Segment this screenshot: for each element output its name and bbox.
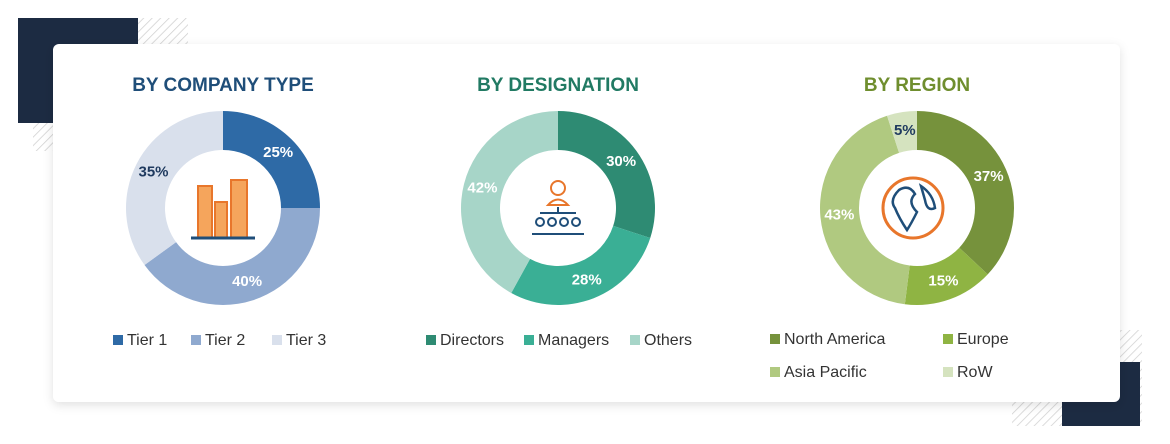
value-label: 42%: [467, 180, 497, 197]
legend-swatch: [426, 335, 436, 345]
donut-slice: [126, 111, 223, 266]
chart-title: BY DESIGNATION: [477, 75, 639, 96]
chart-title: BY REGION: [864, 75, 970, 96]
legend-label: Tier 3: [286, 332, 326, 349]
value-label: 37%: [974, 168, 1004, 185]
value-label: 5%: [894, 122, 916, 139]
legend-swatch: [943, 334, 953, 344]
legend-swatch: [770, 334, 780, 344]
donut-slice: [144, 208, 320, 305]
donut-slice: [558, 111, 655, 238]
legend-swatch: [113, 335, 123, 345]
value-label: 30%: [606, 153, 636, 170]
legend-swatch: [272, 335, 282, 345]
legend-swatch: [943, 367, 953, 377]
donut-slice: [917, 111, 1014, 275]
legend-swatch: [770, 367, 780, 377]
value-label: 25%: [263, 144, 293, 161]
donut-slice: [511, 225, 651, 305]
donut-slice: [904, 247, 988, 305]
legend-label: Managers: [538, 332, 609, 349]
legend-label: Asia Pacific: [784, 364, 867, 381]
donut-slice: [223, 111, 320, 208]
chart-title: BY COMPANY TYPE: [132, 75, 314, 96]
legend-label: Europe: [957, 331, 1009, 348]
legend-label: RoW: [957, 364, 993, 381]
value-label: 28%: [572, 271, 602, 288]
people-icon: [532, 180, 584, 235]
donut-slice: [887, 111, 917, 153]
legend-label: Tier 1: [127, 332, 167, 349]
legend-label: North America: [784, 331, 885, 348]
globe-icon: [881, 176, 945, 240]
legend-label: Directors: [440, 332, 504, 349]
legend-swatch: [524, 335, 534, 345]
legend-swatch: [191, 335, 201, 345]
decor-hatch: [138, 18, 188, 48]
value-label: 43%: [824, 206, 854, 223]
value-label: 15%: [928, 272, 958, 289]
legend-label: Tier 2: [205, 332, 245, 349]
value-label: 35%: [138, 164, 168, 181]
legend-label: Others: [644, 332, 692, 349]
building-icon: [191, 179, 255, 240]
value-label: 40%: [232, 273, 262, 290]
legend-swatch: [630, 335, 640, 345]
charts: BY COMPANY TYPE 25% 40% 35% Tier 1 Tier 2 Tier…: [113, 75, 1014, 381]
donut-slice: [820, 115, 910, 305]
donut-slice: [461, 111, 558, 294]
card: [53, 44, 1120, 402]
